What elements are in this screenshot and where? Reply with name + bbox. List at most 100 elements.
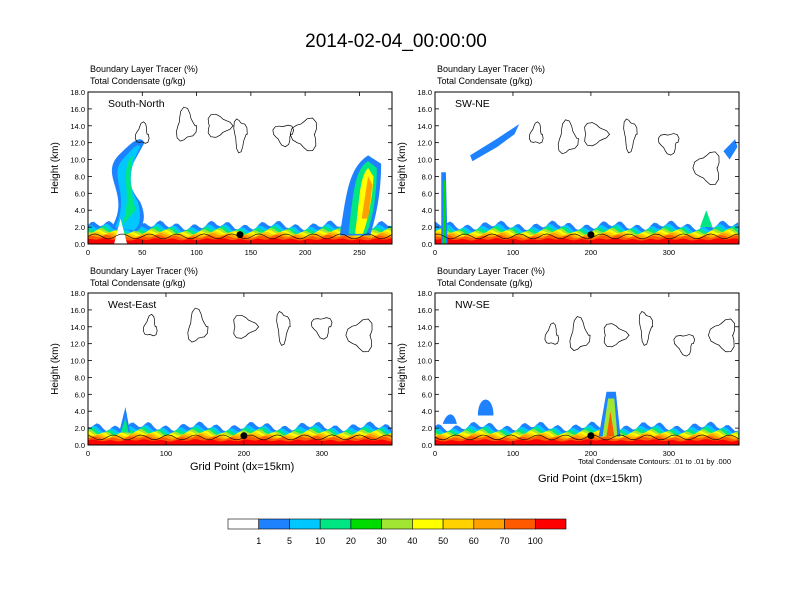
x-axis-label-left: Grid Point (dx=15km)	[190, 461, 295, 473]
x-tick-label: 100	[507, 248, 520, 257]
x-tick-label: 100	[507, 449, 520, 458]
y-tick-label: 0.0	[75, 240, 85, 249]
y-tick-label: 6.0	[422, 189, 432, 198]
colorbar-swatch	[442, 518, 475, 530]
colorbar-swatch	[473, 518, 505, 530]
y-tick-label: 10.0	[417, 357, 432, 366]
colorbar-label: 70	[500, 536, 510, 546]
y-tick-label: 16.0	[70, 306, 85, 315]
y-tick-label: 12.0	[417, 340, 432, 349]
y-tick-label: 8.0	[75, 172, 85, 181]
x-tick-label: 300	[663, 449, 676, 458]
y-tick-label: 12.0	[417, 139, 432, 148]
x-axis-label-right: Grid Point (dx=15km)	[538, 473, 643, 485]
x-tick-label: 150	[245, 248, 258, 257]
condensate-contour-low	[435, 434, 739, 441]
condensate-contour	[673, 334, 696, 357]
colorbar-swatch	[504, 518, 536, 530]
panel-3-subtitle: Boundary Layer Tracer (%) Total Condensa…	[90, 265, 198, 289]
x-tick-label: 300	[316, 449, 329, 458]
condensate-contour	[345, 318, 373, 353]
tracer-plume	[114, 218, 128, 244]
panel-2-shading	[435, 118, 739, 244]
y-tick-label: 16.0	[417, 105, 432, 114]
x-tick-label: 200	[299, 248, 312, 257]
y-tick-label: 4.0	[422, 407, 432, 416]
x-tick-label: 0	[86, 248, 90, 257]
condensate-contour	[134, 121, 150, 144]
condensate-contour	[176, 106, 197, 142]
y-tick-label: 14.0	[417, 323, 432, 332]
condensate-contour	[623, 118, 638, 154]
plot-frame	[87, 91, 393, 245]
x-tick-label: 100	[160, 449, 173, 458]
y-tick-label: 0.0	[422, 240, 432, 249]
condensate-contour	[708, 318, 736, 353]
plot-frame	[87, 292, 393, 446]
colorbar-label: 10	[315, 536, 325, 546]
panel-3: 0.0 2.0 4.0 6.0 8.0 10.0 12.0 14.0 16.0 18.0 0 100 2…	[50, 289, 393, 458]
condensate-contour	[638, 311, 654, 346]
colorbar-swatch	[412, 518, 444, 530]
y-tick-label: 0.0	[422, 441, 432, 450]
tracer-plume	[119, 407, 131, 433]
colorbar: 1 5 10 20 30 40 50 60 70 100	[227, 518, 567, 546]
y-tick-label: 2.0	[75, 223, 85, 232]
panel-label: West-East	[108, 299, 156, 311]
panel-1-subtitle-line1: Boundary Layer Tracer (%)	[90, 64, 199, 74]
location-marker	[240, 432, 248, 440]
y-tick-label: 18.0	[417, 88, 432, 97]
colorbar-label: 100	[528, 536, 543, 546]
contour-note: Total Condensate Contours: .01 to .01 by…	[578, 457, 732, 466]
y-tick-label: 8.0	[422, 373, 432, 382]
colorbar-label: 30	[377, 536, 387, 546]
y-axis-label: Height (km)	[50, 343, 61, 395]
location-marker	[587, 231, 595, 239]
y-tick-label: 10.0	[70, 357, 85, 366]
y-tick-label: 12.0	[70, 340, 85, 349]
location-marker	[587, 432, 595, 440]
y-tick-label: 16.0	[417, 306, 432, 315]
condensate-contour	[233, 118, 248, 154]
panel-4-subtitle-line2: Total Condensate (g/kg)	[437, 278, 533, 288]
tracer-plume	[477, 399, 494, 416]
panel-label: South-North	[108, 98, 165, 110]
x-tick-label: 100	[190, 248, 203, 257]
x-tick-label: 0	[433, 449, 437, 458]
panel-label: SW-NE	[455, 98, 490, 110]
y-tick-label: 2.0	[422, 424, 432, 433]
condensate-contour	[657, 133, 680, 156]
boundary-layer-band	[435, 238, 739, 244]
x-tick-label: 250	[353, 248, 366, 257]
panel-3-subtitle-line2: Total Condensate (g/kg)	[90, 278, 186, 288]
tracer-plume	[120, 155, 136, 228]
panel-2-subtitle-line1: Boundary Layer Tracer (%)	[437, 64, 546, 74]
panel-4-subtitle: Boundary Layer Tracer (%) Total Condensa…	[437, 265, 545, 289]
y-tick-label: 14.0	[417, 122, 432, 131]
x-tick-label: 0	[86, 449, 90, 458]
y-tick-label: 8.0	[422, 172, 432, 181]
y-tick-label: 0.0	[75, 441, 85, 450]
panel-label: NW-SE	[455, 299, 490, 311]
colorbar-swatch	[289, 518, 321, 530]
colorbar-label: 5	[287, 536, 292, 546]
y-axis-label: Height (km)	[50, 142, 61, 194]
y-tick-label: 18.0	[70, 88, 85, 97]
condensate-contour	[603, 323, 630, 348]
panel-3-subtitle-line1: Boundary Layer Tracer (%)	[90, 266, 199, 276]
colorbar-label: 60	[469, 536, 479, 546]
colorbar-label: 50	[438, 536, 448, 546]
colorbar-label: 40	[407, 536, 417, 546]
x-tick-label: 200	[585, 248, 598, 257]
colorbar-swatch	[258, 518, 290, 530]
panel-1: 0.0 2.0 4.0 6.0 8.0 10.0 12.0 14.0 16.0 18.0 0 50 10…	[50, 88, 393, 257]
tracer-plume	[470, 124, 520, 162]
y-tick-label: 6.0	[75, 189, 85, 198]
y-tick-label: 18.0	[70, 289, 85, 298]
y-axis-label: Height (km)	[397, 142, 408, 194]
y-tick-label: 2.0	[75, 424, 85, 433]
colorbar-swatch	[350, 518, 382, 530]
page-title: 2014-02-04_00:00:00	[305, 31, 487, 52]
tracer-plume	[442, 414, 457, 424]
